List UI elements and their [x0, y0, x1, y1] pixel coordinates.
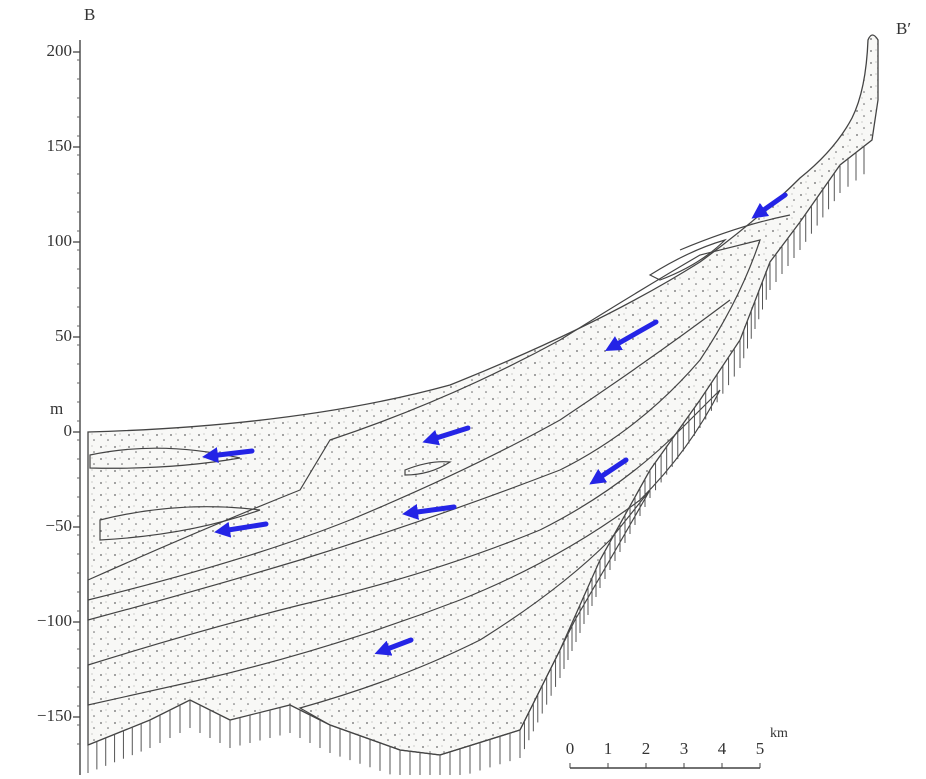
scale-label: 3	[680, 739, 689, 758]
axis-tick-label: 200	[47, 41, 73, 60]
scale-label: 4	[718, 739, 727, 758]
sand-body	[88, 35, 878, 755]
axis-tick-label: −100	[37, 611, 72, 630]
section-left-label: B	[84, 5, 95, 24]
axis-unit: m	[50, 399, 63, 418]
axis-tick-label: 50	[55, 326, 72, 345]
axis-tick-label: −150	[37, 706, 72, 725]
axis-tick-label: 100	[47, 231, 73, 250]
cross-section: B B′ m 200 150 100 50 0 −50 −100 −150 km 0 1 2 3 4 5	[0, 0, 926, 779]
scale-label: 2	[642, 739, 651, 758]
section-right-label: B′	[896, 19, 911, 38]
scale-label: 1	[604, 739, 613, 758]
axis-tick-label: 0	[64, 421, 73, 440]
scale-label: 5	[756, 739, 765, 758]
axis-tick-label: 150	[47, 136, 73, 155]
scale-bar: km 0 1 2 3 4 5	[566, 726, 788, 768]
scale-unit: km	[770, 726, 788, 741]
axis-tick-label: −50	[45, 516, 72, 535]
scale-label: 0	[566, 739, 575, 758]
axis-ticks: 200 150 100 50 0 −50 −100 −150	[37, 41, 80, 744]
